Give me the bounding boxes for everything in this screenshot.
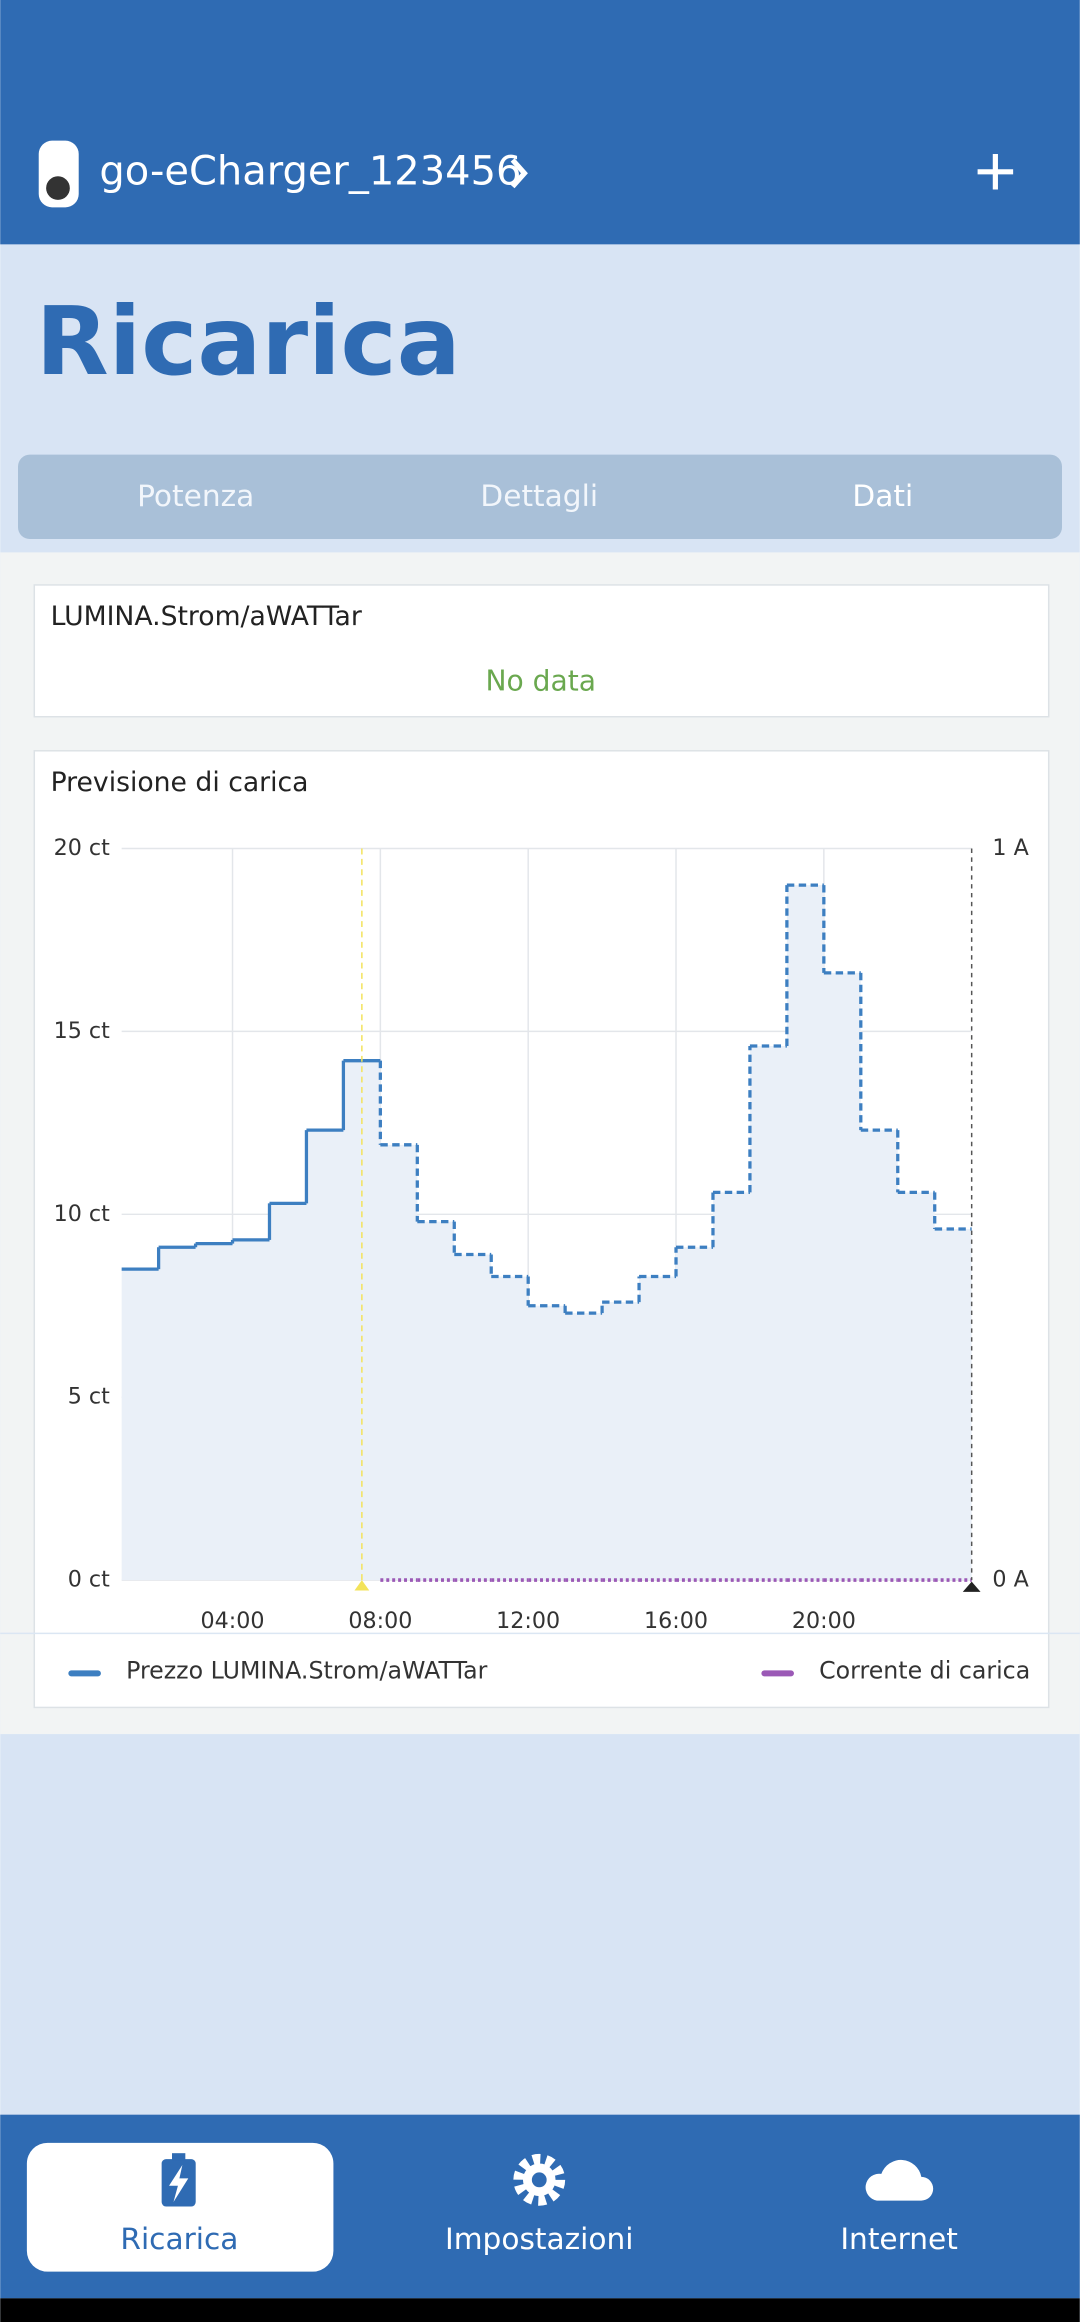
tariff-card: [33, 584, 1050, 718]
tab[interactable]: Potenza: [137, 479, 254, 513]
nav-label[interactable]: Ricarica: [120, 2222, 238, 2256]
nav-active: [26, 2142, 334, 2272]
chevron[interactable]: [510, 158, 528, 189]
y-tick-label: 5 ct: [68, 1384, 110, 1410]
y-tick-label: 10 ct: [54, 1201, 111, 1227]
x-tick-label: 12:00: [496, 1608, 560, 1634]
tab[interactable]: Dati: [852, 479, 913, 513]
nav-icon-settings: [513, 2153, 566, 2206]
y-tick-label: 15 ct: [54, 1018, 111, 1044]
nav-icon-charge: [161, 2153, 196, 2207]
y-tick-label: 0 ct: [68, 1567, 110, 1593]
end-marker: [962, 1581, 981, 1592]
now-marker: [354, 1580, 370, 1591]
area: [121, 885, 972, 1581]
add-button[interactable]: [977, 154, 1014, 190]
device-name[interactable]: go-eCharger_123456: [99, 148, 521, 194]
nav-icon-cloud: [865, 2159, 934, 2201]
nav-label[interactable]: Impostazioni: [445, 2222, 634, 2256]
device-icon: [38, 140, 79, 208]
system-bar: [0, 2298, 1080, 2322]
x-tick-label: 04:00: [201, 1608, 265, 1634]
nav-label[interactable]: Internet: [840, 2222, 958, 2256]
y2-tick-label: 1 A: [992, 835, 1028, 861]
page-title: Ricarica: [36, 287, 461, 397]
y2-tick-label: 0 A: [992, 1567, 1028, 1593]
app-bar: [0, 0, 1080, 245]
legend-label[interactable]: Corrente di carica: [819, 1656, 1030, 1684]
tariff-status: No data: [485, 665, 596, 698]
x-tick-label: 08:00: [348, 1608, 412, 1634]
legend-label[interactable]: Prezzo LUMINA.Strom/aWATTar: [126, 1656, 488, 1684]
tariff-title: LUMINA.Strom/aWATTar: [51, 601, 362, 632]
chart-title: Previsione di carica: [51, 767, 309, 798]
x-tick-label: 20:00: [792, 1608, 856, 1634]
x-tick-label: 16:00: [644, 1608, 708, 1634]
tab[interactable]: Dettagli: [480, 479, 598, 513]
tab-bar: [17, 454, 1063, 540]
y-tick-label: 20 ct: [54, 835, 111, 861]
